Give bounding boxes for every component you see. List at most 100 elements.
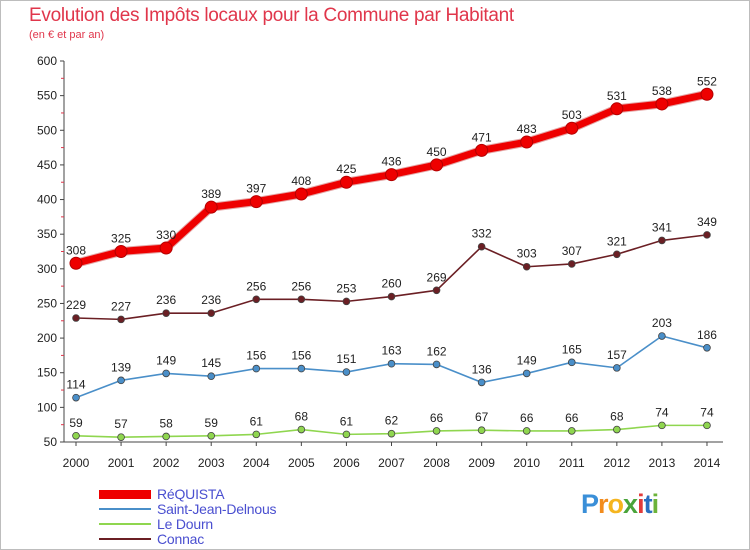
legend-label: Le Dourn <box>157 516 213 532</box>
legend-swatch <box>99 490 151 499</box>
data-label: 151 <box>336 352 356 366</box>
x-tick-label: 2000 <box>63 456 90 470</box>
data-point <box>294 187 308 201</box>
data-point <box>387 429 396 438</box>
data-label: 552 <box>697 74 717 88</box>
x-tick-label: 2005 <box>288 456 315 470</box>
series-r-quista: 308 325 330 389 397 408 425 436 450 471 483 503 531 5… <box>66 74 717 270</box>
y-tick-label: 550 <box>37 89 57 103</box>
legend-item: RéQUISTA <box>99 486 359 502</box>
logo-letter: P <box>581 489 599 519</box>
data-label: 425 <box>336 162 356 176</box>
data-label: 236 <box>201 293 221 307</box>
data-label: 59 <box>69 416 83 430</box>
data-point <box>565 121 579 135</box>
data-label: 156 <box>246 349 266 363</box>
data-label: 269 <box>427 270 447 284</box>
data-point <box>297 364 306 373</box>
x-tick-label: 2007 <box>378 456 405 470</box>
data-point <box>567 427 576 435</box>
data-label: 531 <box>607 89 627 103</box>
data-point <box>477 242 486 251</box>
y-tick-label: 100 <box>37 400 57 414</box>
y-tick-label: 150 <box>37 366 57 380</box>
data-point <box>613 250 621 259</box>
data-label: 145 <box>201 356 221 370</box>
y-tick-label: 250 <box>37 296 57 310</box>
data-point <box>339 175 353 189</box>
data-label: 330 <box>156 228 176 242</box>
x-tick-label: 2002 <box>153 456 180 470</box>
data-point <box>475 143 489 157</box>
data-label: 203 <box>652 316 672 330</box>
data-point <box>387 359 396 368</box>
data-label: 163 <box>381 344 401 358</box>
data-point <box>162 309 170 317</box>
data-label: 303 <box>517 247 537 261</box>
data-label: 397 <box>246 182 266 196</box>
data-label: 436 <box>381 155 401 169</box>
data-label: 325 <box>111 232 131 246</box>
y-tick-label: 200 <box>37 331 57 345</box>
x-tick-label: 2014 <box>694 456 721 470</box>
data-point <box>72 393 80 402</box>
data-label: 165 <box>562 342 582 356</box>
legend-swatch <box>99 538 151 540</box>
data-point <box>522 369 531 378</box>
data-label: 57 <box>114 417 128 431</box>
data-point <box>703 231 711 239</box>
data-point <box>522 427 531 435</box>
data-label: 236 <box>156 293 176 307</box>
data-label: 483 <box>517 122 537 136</box>
logo-letter: o <box>607 489 624 519</box>
data-point <box>207 372 216 380</box>
y-tick-label: 50 <box>44 435 58 449</box>
legend-item: Saint-Jean-Delnous <box>99 501 359 517</box>
data-label: 227 <box>111 299 131 313</box>
chart-subtitle: (en € et par an) <box>29 29 105 41</box>
data-point <box>520 135 534 149</box>
series-connac: 229 227 236 236 256 256 253 260 269 332 303 307 321 3… <box>66 215 717 324</box>
data-point <box>477 426 486 435</box>
legend-item: Connac <box>99 531 359 547</box>
y-tick-label: 300 <box>37 262 57 276</box>
logo-letter: x <box>623 489 638 519</box>
data-label: 408 <box>291 174 311 188</box>
legend-label: Saint-Jean-Delnous <box>157 501 277 517</box>
chart-title: Evolution des Impôts locaux pour la Comm… <box>29 5 514 26</box>
y-tick-label: 500 <box>37 123 57 137</box>
data-point <box>432 286 441 295</box>
data-label: 61 <box>340 414 354 428</box>
y-tick-label: 350 <box>37 227 57 241</box>
data-point <box>204 200 218 214</box>
data-label: 253 <box>336 281 356 295</box>
data-label: 62 <box>385 414 399 428</box>
data-label: 68 <box>295 410 309 424</box>
x-tick-label: 2001 <box>108 456 135 470</box>
data-point <box>117 315 125 324</box>
data-point <box>703 421 711 430</box>
data-point <box>387 292 396 301</box>
data-label: 68 <box>610 410 624 424</box>
data-point <box>655 97 669 111</box>
legend-swatch <box>99 523 151 525</box>
data-point <box>69 256 83 270</box>
data-point <box>613 425 621 434</box>
x-tick-label: 2008 <box>423 456 450 470</box>
data-label: 74 <box>655 405 669 419</box>
data-label: 156 <box>291 349 311 363</box>
x-tick-label: 2010 <box>513 456 540 470</box>
data-label: 256 <box>246 279 266 293</box>
data-point <box>703 343 711 352</box>
data-point <box>658 236 666 245</box>
x-tick-label: 2003 <box>198 456 225 470</box>
data-label: 67 <box>475 410 489 424</box>
data-point <box>384 168 398 182</box>
data-point <box>117 376 125 385</box>
proxiti-logo: Proxiti <box>581 489 659 520</box>
data-label: 503 <box>562 108 582 122</box>
data-point <box>342 297 351 306</box>
data-point <box>207 309 216 317</box>
data-label: 58 <box>159 416 173 430</box>
